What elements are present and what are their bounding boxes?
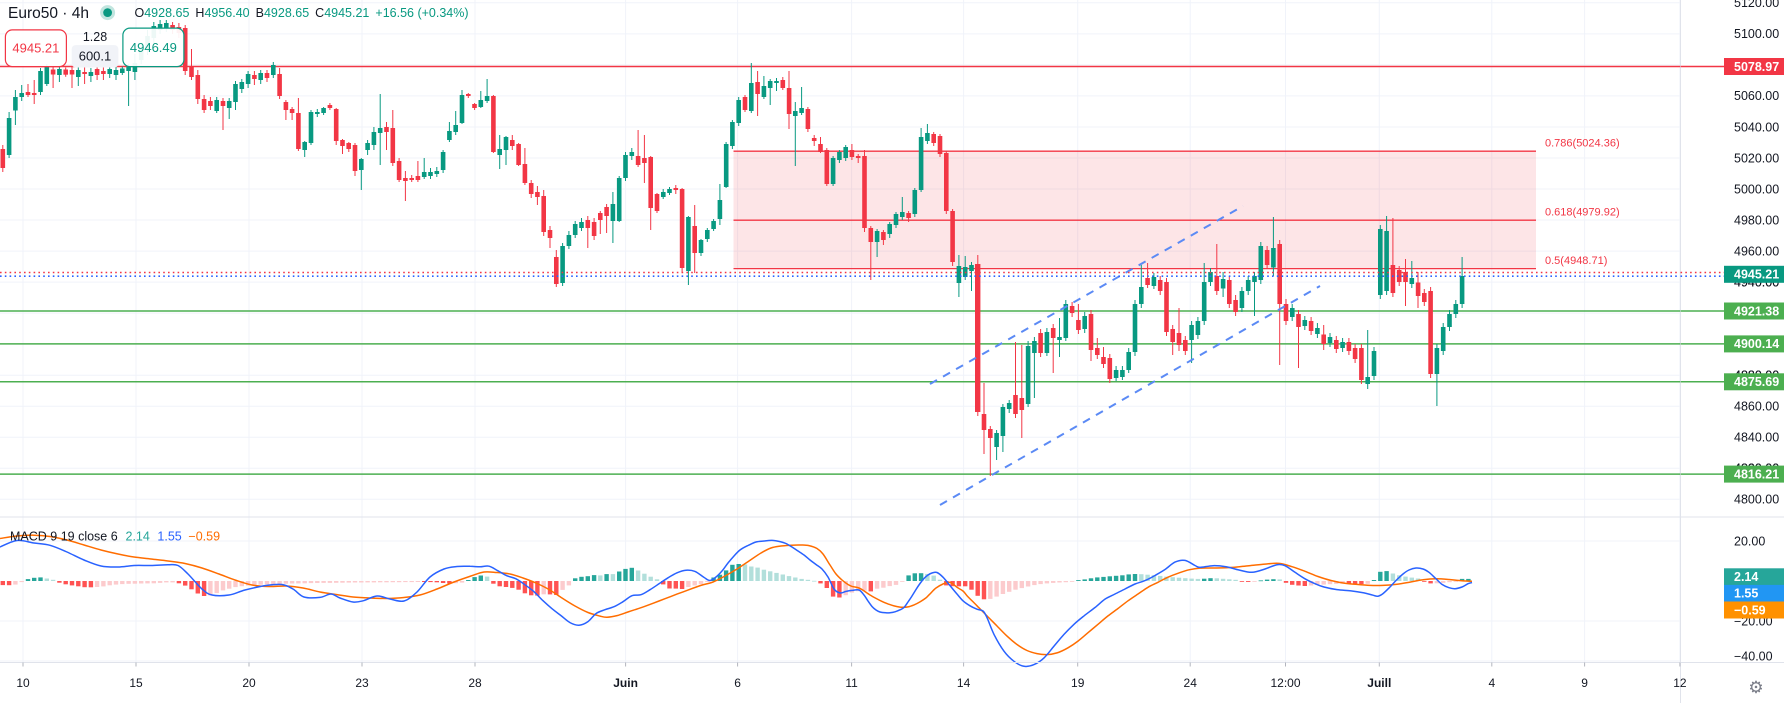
- svg-text:5000.00: 5000.00: [1734, 182, 1779, 196]
- svg-text:28: 28: [468, 676, 482, 690]
- svg-text:4860.00: 4860.00: [1734, 400, 1779, 414]
- svg-text:1.55: 1.55: [1734, 587, 1758, 601]
- svg-text:⚙: ⚙: [1748, 678, 1763, 697]
- svg-text:0.786(5024.36): 0.786(5024.36): [1545, 138, 1620, 150]
- svg-text:4945.21: 4945.21: [12, 41, 59, 56]
- svg-text:4946.49: 4946.49: [130, 40, 177, 55]
- svg-text:0.618(4979.92): 0.618(4979.92): [1545, 207, 1620, 219]
- svg-text:1.28: 1.28: [83, 30, 107, 44]
- svg-text:4800.00: 4800.00: [1734, 493, 1779, 507]
- svg-text:11: 11: [845, 676, 858, 690]
- svg-text:6: 6: [734, 676, 741, 690]
- svg-text:5040.00: 5040.00: [1734, 120, 1779, 134]
- svg-text:1.55: 1.55: [157, 530, 181, 544]
- svg-text:2.14: 2.14: [126, 530, 150, 544]
- svg-text:4980.00: 4980.00: [1734, 213, 1779, 227]
- svg-text:4875.69: 4875.69: [1734, 375, 1779, 389]
- svg-text:Juill: Juill: [1367, 676, 1391, 690]
- svg-text:0.5(4948.71): 0.5(4948.71): [1545, 255, 1607, 267]
- svg-text:4945.21: 4945.21: [1734, 268, 1779, 282]
- svg-text:4: 4: [1488, 676, 1495, 690]
- svg-text:5120.00: 5120.00: [1734, 0, 1779, 10]
- svg-text:4921.38: 4921.38: [1734, 304, 1779, 318]
- svg-text:15: 15: [129, 676, 143, 690]
- svg-text:2.14: 2.14: [1734, 570, 1758, 584]
- svg-text:Juin: Juin: [613, 676, 638, 690]
- svg-text:23: 23: [355, 676, 369, 690]
- svg-text:Euro50 · 4h: Euro50 · 4h: [8, 5, 89, 22]
- svg-text:19: 19: [1071, 676, 1085, 690]
- svg-text:4960.00: 4960.00: [1734, 244, 1779, 258]
- svg-text:−0.59: −0.59: [188, 530, 220, 544]
- svg-text:14: 14: [957, 676, 971, 690]
- svg-text:5078.97: 5078.97: [1734, 60, 1779, 74]
- svg-text:12:00: 12:00: [1270, 676, 1300, 690]
- svg-text:20.00: 20.00: [1734, 534, 1765, 548]
- svg-text:24: 24: [1184, 676, 1198, 690]
- svg-text:10: 10: [16, 676, 30, 690]
- svg-text:−40.00: −40.00: [1734, 649, 1773, 663]
- svg-text:12: 12: [1673, 676, 1687, 690]
- svg-text:4840.00: 4840.00: [1734, 431, 1779, 445]
- svg-text:MACD 9 19 close 6: MACD 9 19 close 6: [10, 530, 118, 544]
- svg-text:−0.59: −0.59: [1734, 603, 1766, 617]
- svg-text:5020.00: 5020.00: [1734, 151, 1779, 165]
- svg-text:600.1: 600.1: [79, 49, 112, 64]
- svg-text:5100.00: 5100.00: [1734, 27, 1779, 41]
- svg-text:4900.14: 4900.14: [1734, 337, 1779, 351]
- svg-text:20: 20: [242, 676, 256, 690]
- svg-text:4816.21: 4816.21: [1734, 467, 1779, 481]
- svg-text:9: 9: [1581, 676, 1588, 690]
- svg-text:5060.00: 5060.00: [1734, 89, 1779, 103]
